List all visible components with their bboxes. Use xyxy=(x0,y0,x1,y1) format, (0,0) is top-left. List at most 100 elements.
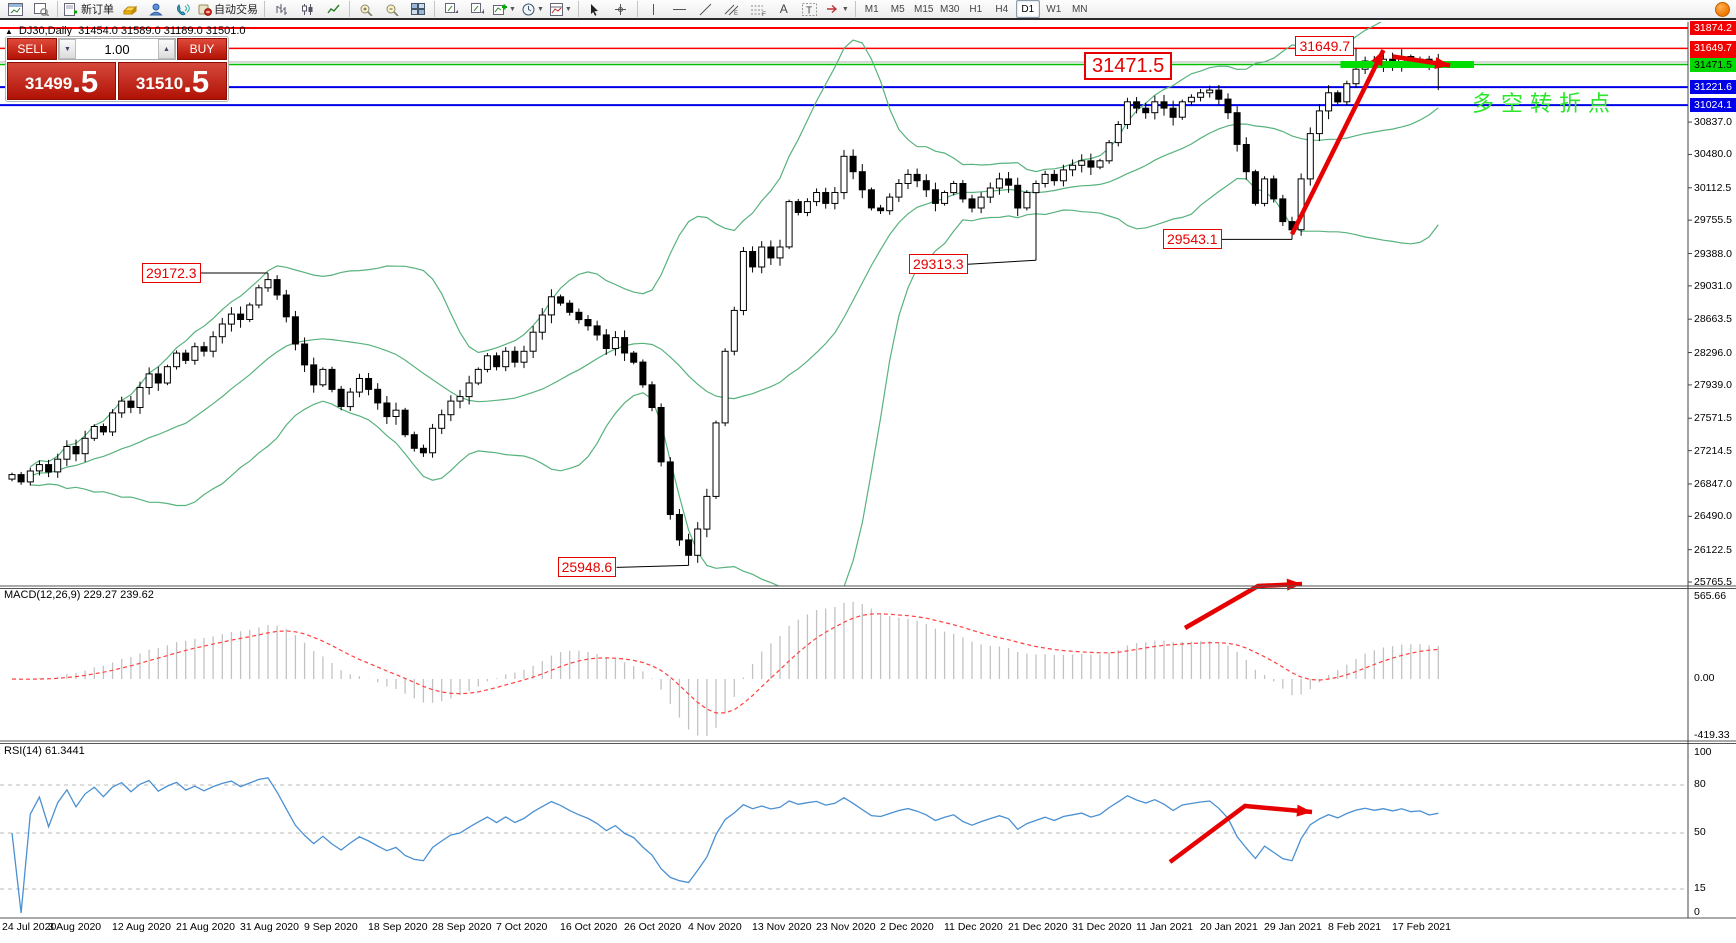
volume-increase-button[interactable]: ▲ xyxy=(158,39,175,59)
toolbar-separator xyxy=(577,1,579,17)
chart-surface[interactable]: ▲ DJ30,Daily 31454.0 31589.0 31189.0 315… xyxy=(0,21,1736,943)
date-tick: 8 Feb 2021 xyxy=(1328,921,1382,933)
price-line-label: 31874.2 xyxy=(1690,21,1736,35)
timeframe-mn[interactable]: MN xyxy=(1071,3,1088,15)
signal-phone-icon[interactable] xyxy=(170,0,194,18)
caret-down-icon: ▼ xyxy=(536,5,544,13)
timeframe-m30[interactable]: M30 xyxy=(940,3,960,15)
price-annotation: 31649.7 xyxy=(1295,36,1355,57)
label-tool-icon[interactable]: T xyxy=(798,0,822,18)
date-tick: 20 Jan 2021 xyxy=(1200,921,1258,933)
date-tick: 26 Oct 2020 xyxy=(624,921,682,933)
timeframe-h1[interactable]: H1 xyxy=(969,3,983,15)
date-tick: 12 Aug 2020 xyxy=(112,921,171,933)
market-icon[interactable] xyxy=(118,0,142,18)
date-tick: 4 Nov 2020 xyxy=(688,921,742,933)
date-tick: 18 Sep 2020 xyxy=(368,921,428,933)
zoom-out-icon[interactable] xyxy=(380,0,404,18)
price-tick: 26490.0 xyxy=(1694,510,1732,523)
date-tick: 29 Jan 2021 xyxy=(1264,921,1322,933)
date-tick: 13 Nov 2020 xyxy=(752,921,812,933)
price-line-label: 31221.6 xyxy=(1690,80,1736,95)
date-tick: 11 Dec 2020 xyxy=(944,921,1003,933)
turning-point-annotation: 多空转折点 xyxy=(1472,91,1618,116)
macd-tick: -419.33 xyxy=(1694,729,1730,741)
price-tick: 30837.0 xyxy=(1694,116,1732,129)
toolbar-separator xyxy=(57,1,58,17)
profile-user-icon[interactable] xyxy=(144,0,168,18)
text-tool-icon[interactable]: A xyxy=(779,2,788,16)
cursor-tool-icon[interactable] xyxy=(583,0,607,18)
price-line-label: 31471.5 xyxy=(1690,57,1736,72)
auto-trading-button[interactable]: 自动交易 xyxy=(196,0,260,18)
timeframe-w1[interactable]: W1 xyxy=(1046,3,1062,15)
bar-chart-type-icon[interactable] xyxy=(269,0,293,18)
price-tick: 29031.0 xyxy=(1694,279,1732,292)
equidistant-channel-tool-icon[interactable]: E xyxy=(720,0,744,18)
svg-text:F: F xyxy=(762,11,766,16)
candlestick-type-icon[interactable] xyxy=(295,0,319,18)
zoom-in-icon[interactable] xyxy=(354,0,378,18)
toolbar-separator xyxy=(349,1,350,17)
new-order-button[interactable]: 新订单 xyxy=(62,0,116,18)
price-tick: 30112.5 xyxy=(1694,181,1732,194)
price-annotation: 29172.3 xyxy=(141,263,201,284)
price-annotation: 25948.6 xyxy=(557,557,617,578)
community-icon[interactable] xyxy=(1715,1,1730,17)
date-tick: 21 Dec 2020 xyxy=(1008,921,1068,933)
horizontal-line-tool-icon[interactable] xyxy=(668,0,692,18)
toolbar-separator xyxy=(636,1,638,17)
date-tick: 3 Aug 2020 xyxy=(48,921,102,933)
periods-button[interactable]: ▼ xyxy=(520,0,546,18)
volume-decrease-button[interactable]: ▼ xyxy=(59,39,76,59)
timeframe-h4[interactable]: H4 xyxy=(995,3,1009,15)
price-tick: 26847.0 xyxy=(1694,477,1732,490)
add-indicator-button[interactable]: ▼ xyxy=(491,0,518,18)
crosshair-tool-icon[interactable] xyxy=(609,0,633,18)
timeframe-group: M1 M5 M15 M30 H1 H4 D1 W1 MN xyxy=(859,0,1093,18)
timeframe-d1[interactable]: D1 xyxy=(1015,0,1040,18)
timeframe-m5[interactable]: M5 xyxy=(890,3,905,15)
timeframe-m15[interactable]: M15 xyxy=(914,3,934,15)
tile-windows-icon[interactable] xyxy=(406,0,430,18)
timeframe-m1[interactable]: M1 xyxy=(864,3,879,15)
date-tick: 31 Dec 2020 xyxy=(1072,921,1132,933)
toolbar-separator xyxy=(264,1,265,17)
macd-indicator-label: MACD(12,26,9) 229.27 239.62 xyxy=(4,589,154,601)
date-tick: 16 Oct 2020 xyxy=(560,921,618,933)
date-tick: 31 Aug 2020 xyxy=(240,921,299,933)
price-line-label: 31024.1 xyxy=(1690,98,1736,113)
sell-button[interactable]: SELL xyxy=(7,38,57,60)
svg-text:E: E xyxy=(734,11,738,16)
step-forward-icon[interactable] xyxy=(439,0,463,18)
price-annotation: 29543.1 xyxy=(1162,229,1222,250)
buy-price-button[interactable]: 31510 .5 xyxy=(118,62,227,100)
rsi-tick: 0 xyxy=(1694,906,1700,918)
price-tick: 28296.0 xyxy=(1694,346,1732,359)
profiles-icon[interactable] xyxy=(29,0,53,18)
price-tick: 27214.5 xyxy=(1694,444,1732,457)
macd-tick: 0.00 xyxy=(1694,672,1715,684)
new-chart-icon[interactable] xyxy=(3,0,27,18)
price-tick: 29388.0 xyxy=(1694,247,1732,260)
rsi-tick: 100 xyxy=(1694,746,1712,758)
template-button[interactable]: ▼ xyxy=(548,0,574,18)
rsi-tick: 50 xyxy=(1694,826,1706,838)
volume-input[interactable]: 1.00 xyxy=(104,41,130,57)
date-tick: 23 Nov 2020 xyxy=(816,921,876,933)
buy-button[interactable]: BUY xyxy=(177,38,227,60)
price-tick: 25765.5 xyxy=(1694,576,1732,588)
fibonacci-tool-icon[interactable]: F xyxy=(746,0,770,18)
rsi-indicator-label: RSI(14) 61.3441 xyxy=(4,745,85,757)
buy-price-int: 31510 xyxy=(135,74,184,93)
step-end-icon[interactable] xyxy=(465,0,489,18)
shapes-tool-icon[interactable]: ▼ xyxy=(824,0,851,18)
sell-price-button[interactable]: 31499 .5 xyxy=(7,62,116,100)
line-chart-type-icon[interactable] xyxy=(321,0,345,18)
price-tick: 30480.0 xyxy=(1694,148,1732,161)
vertical-line-tool-icon[interactable] xyxy=(642,0,666,18)
date-tick: 9 Sep 2020 xyxy=(304,921,358,933)
trendline-tool-icon[interactable] xyxy=(694,0,718,18)
auto-trading-label: 自动交易 xyxy=(214,4,258,16)
caret-down-icon: ▼ xyxy=(841,5,849,13)
